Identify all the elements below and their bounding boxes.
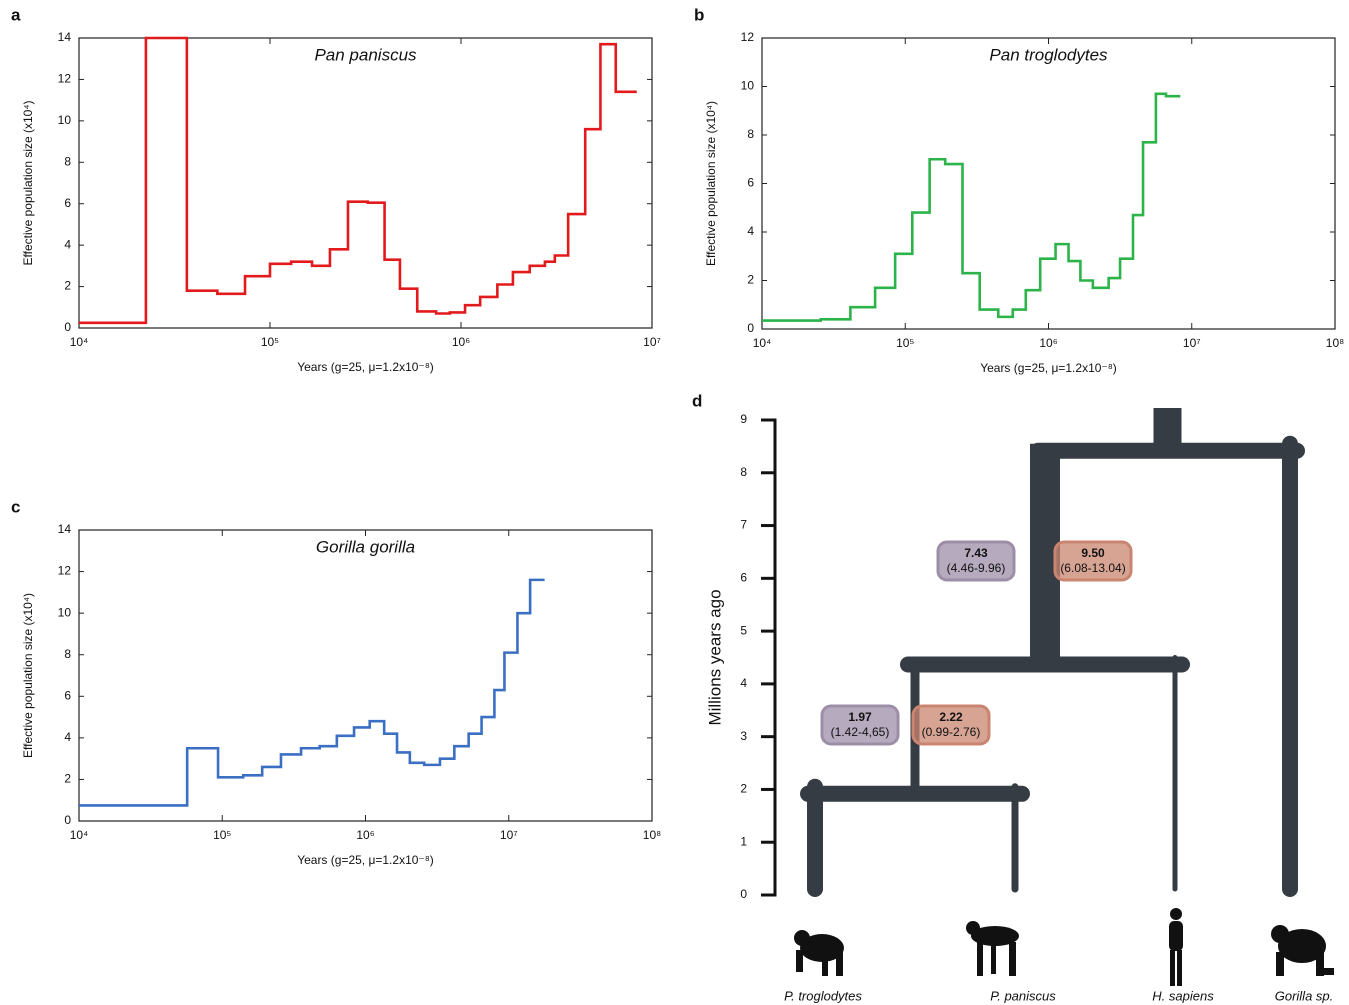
plot-frame: [761, 37, 1336, 330]
interval: (6.08-13.04): [1060, 561, 1125, 575]
leaf-label: H. sapiens: [1152, 988, 1214, 1003]
x-tick-label: 10⁷: [500, 828, 518, 842]
y-tick-label: 12: [58, 72, 72, 86]
y-tick-label: 6: [740, 571, 747, 585]
bonobo-icon: [966, 921, 1019, 976]
y-tick-label: 6: [64, 688, 71, 702]
panel-label: a: [11, 5, 21, 24]
gorilla-icon: [1271, 925, 1334, 976]
estimate-box: [1053, 540, 1133, 582]
y-tick-label: 5: [740, 623, 747, 637]
estimate-box: [936, 540, 1016, 582]
x-tick-label: 10⁸: [1326, 336, 1344, 350]
y-tick-label: 10: [58, 605, 72, 619]
y-tick-label: 2: [740, 782, 747, 796]
x-tick-label: 10⁴: [70, 335, 89, 349]
y-tick-label: 4: [740, 676, 747, 690]
y-tick-label: 2: [747, 273, 754, 287]
step-line: [79, 36, 637, 325]
y-tick-label: 4: [64, 730, 71, 744]
y-tick-label: 8: [64, 154, 71, 168]
y-tick-label: 6: [747, 176, 754, 190]
y-tick-label: 14: [58, 522, 72, 536]
panel-label: b: [694, 5, 704, 24]
chart-title: Pan troglodytes: [989, 45, 1108, 64]
y-tick-label: 0: [64, 320, 71, 334]
interval: (4.46-9.96): [947, 561, 1006, 575]
x-tick-label: 10⁶: [452, 335, 470, 349]
y-tick-label: 8: [747, 127, 754, 141]
estimate-box: [911, 704, 991, 746]
estimate: 1.97: [848, 710, 872, 724]
y-tick-label: 8: [64, 647, 71, 661]
x-tick-label: 10⁶: [1039, 336, 1057, 350]
step-line: [79, 578, 545, 807]
y-tick-label: 0: [64, 813, 71, 827]
estimate-box: [820, 704, 900, 746]
x-tick-label: 10⁴: [70, 828, 89, 842]
y-axis-label: Effective population size (x10⁴): [704, 101, 718, 266]
x-axis-label: Years (g=25, μ=1.2x10⁻⁸): [980, 361, 1117, 375]
y-tick-label: 0: [747, 321, 754, 335]
y-tick-label: 2: [64, 772, 71, 786]
chart-title: Pan paniscus: [314, 45, 417, 64]
x-axis-label: Years (g=25, μ=1.2x10⁻⁸): [297, 360, 434, 374]
estimate: 7.43: [964, 546, 988, 560]
y-tick-label: 0: [740, 887, 747, 901]
x-tick-label: 10⁷: [1183, 336, 1201, 350]
step-line: [762, 92, 1181, 322]
interval: (1.42-4,65): [831, 725, 890, 739]
y-tick-label: 10: [741, 79, 755, 93]
y-tick-label: 14: [58, 30, 72, 44]
y-tick-label: 10: [58, 113, 72, 127]
x-tick-label: 10⁶: [356, 828, 374, 842]
y-tick-label: 12: [741, 30, 755, 44]
estimate: 9.50: [1081, 546, 1105, 560]
leaf-label: Gorilla sp.: [1275, 988, 1334, 1003]
human-icon: [1169, 908, 1183, 986]
x-axis-label: Years (g=25, μ=1.2x10⁻⁸): [297, 853, 434, 867]
y-tick-label: 3: [740, 729, 747, 743]
y-tick-label: 8: [740, 465, 747, 479]
x-tick-label: 10⁵: [213, 828, 231, 842]
leaf-label: P. paniscus: [990, 988, 1056, 1003]
y-tick-label: 4: [64, 237, 71, 251]
x-tick-label: 10⁸: [643, 828, 661, 842]
interval: (0.99-2.76): [922, 725, 981, 739]
chart-title: Gorilla gorilla: [316, 537, 415, 556]
panel-label: d: [692, 391, 702, 410]
x-tick-label: 10⁵: [261, 335, 279, 349]
plot-frame: [78, 37, 653, 329]
panel-label: c: [11, 497, 20, 516]
leaf-label: P. troglodytes: [784, 988, 862, 1003]
x-tick-label: 10⁴: [753, 336, 772, 350]
plot-frame: [78, 529, 653, 822]
estimate: 2.22: [939, 710, 963, 724]
y-axis-label: Millions years ago: [705, 589, 724, 725]
y-axis-label: Effective population size (x10⁴): [21, 593, 35, 758]
y-tick-label: 6: [64, 196, 71, 210]
y-tick-label: 2: [64, 279, 71, 293]
y-tick-label: 7: [740, 518, 747, 532]
y-tick-label: 12: [58, 564, 72, 578]
x-tick-label: 10⁵: [896, 336, 914, 350]
y-axis-label: Effective population size (x10⁴): [21, 100, 35, 265]
tree: [800, 408, 1305, 897]
species-icons: [794, 908, 1334, 986]
y-tick-label: 9: [740, 412, 747, 426]
y-tick-label: 4: [747, 224, 754, 238]
chimp-icon: [794, 930, 844, 976]
x-tick-label: 10⁷: [643, 335, 661, 349]
y-tick-label: 1: [740, 834, 747, 848]
